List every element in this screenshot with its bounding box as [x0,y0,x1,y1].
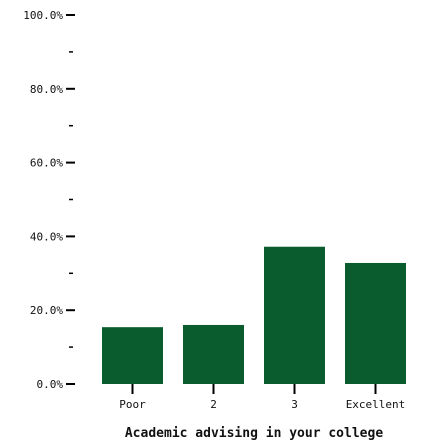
x-tick-label: 2 [210,398,217,411]
y-tick-label: 60.0% [30,157,63,170]
x-axis: Poor 2 3 Excellent [119,384,405,411]
y-tick-label: 0.0% [37,378,64,391]
x-tick-label: 3 [291,398,298,411]
bars [102,246,406,384]
x-tick-label: Poor [119,398,146,411]
x-axis-label: Academic advising in your college [125,426,383,441]
bar [102,327,163,384]
y-tick-label: 80.0% [30,83,63,96]
bar [345,262,406,384]
bar [264,246,325,384]
x-tick-label: Excellent [346,398,406,411]
y-axis: 0.0% 20.0% 40.0% 60.0% 80.0% 100.0% [23,9,75,391]
y-tick-label: 20.0% [30,304,63,317]
y-tick-label: 40.0% [30,230,63,243]
y-tick-label: 100.0% [23,9,63,22]
bar [183,324,244,384]
